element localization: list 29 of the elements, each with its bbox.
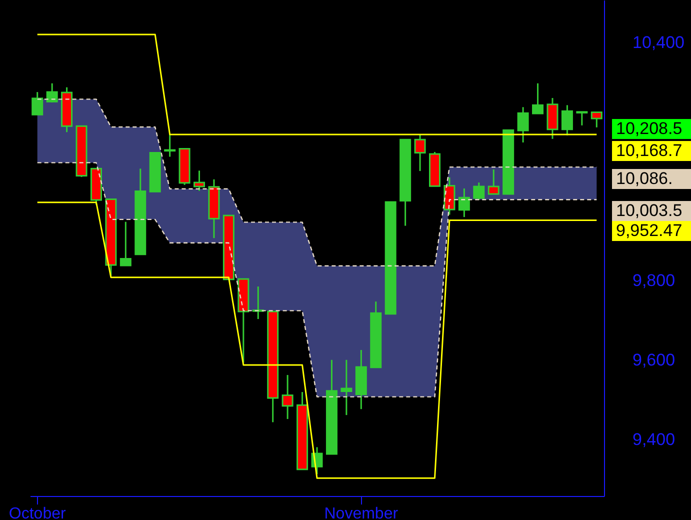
- y-tick-label: 9,400: [632, 430, 676, 449]
- candlestick: [576, 111, 588, 126]
- text: 10,003.5: [616, 201, 682, 220]
- y-tick-label: 9,600: [632, 350, 676, 370]
- candlestick: [517, 106, 529, 144]
- text: 10,168.7: [616, 141, 682, 160]
- candlestick: [282, 374, 294, 420]
- y-tick-label: 9,800: [632, 271, 676, 290]
- candlestick: [532, 82, 544, 114]
- candlestick: [164, 132, 176, 158]
- candlestick: [32, 91, 44, 116]
- candlestick: [590, 112, 602, 128]
- candlestick: [488, 168, 500, 195]
- candlestick: [561, 104, 573, 136]
- candlestick: [458, 188, 470, 218]
- x-tick-label: November: [324, 506, 399, 520]
- y-tick-label: 10,400: [632, 32, 684, 52]
- line-series: [36, 162, 598, 398]
- text: 9,952.47: [616, 221, 682, 240]
- line-series: [36, 202, 598, 479]
- candlestick: [46, 82, 58, 104]
- x-tick-label: October: [8, 506, 66, 520]
- text: 10,208.5: [616, 119, 682, 138]
- candlestick: [194, 170, 206, 192]
- candlestick: [414, 134, 426, 172]
- text: 10,086.: [616, 169, 673, 188]
- candlestick: [120, 221, 132, 266]
- candlestick: [473, 182, 485, 201]
- candlestick: [340, 359, 352, 416]
